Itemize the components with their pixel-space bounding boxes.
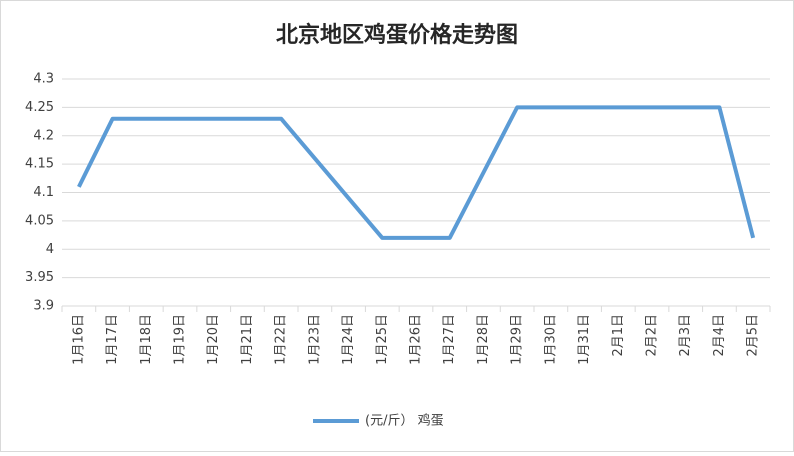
x-tick-label: 1月19日 — [173, 314, 188, 365]
x-tick-label: 1月28日 — [476, 314, 491, 365]
x-tick-label: 1月18日 — [139, 314, 154, 365]
y-tick-label: 3.9 — [33, 299, 54, 314]
y-tick-label: 4.15 — [25, 157, 54, 172]
y-tick-label: 3.95 — [25, 270, 54, 285]
x-tick-label: 1月29日 — [510, 314, 525, 365]
x-tick-label: 1月16日 — [71, 314, 86, 365]
series-line — [77, 105, 756, 240]
x-tick-label: 1月24日 — [341, 314, 356, 365]
x-tick-label: 2月3日 — [678, 314, 693, 357]
y-tick-label: 4.05 — [25, 213, 54, 228]
y-tick-label: 4.1 — [33, 185, 54, 200]
y-tick-label: 4 — [46, 242, 54, 257]
x-tick-label: 1月27日 — [442, 314, 457, 365]
x-tick-label: 1月23日 — [307, 314, 322, 365]
x-tick-label: 1月21日 — [240, 314, 255, 365]
x-tick-label: 2月4日 — [712, 314, 727, 357]
x-tick-label: 2月5日 — [746, 314, 761, 357]
x-tick-label: 2月2日 — [645, 314, 660, 357]
chart-title: 北京地区鸡蛋价格走势图 — [276, 22, 518, 48]
x-tick-label: 1月31日 — [577, 314, 592, 365]
x-tick-label: 1月26日 — [409, 314, 424, 365]
y-tick-label: 4.3 — [33, 72, 54, 87]
x-tick-label: 2月1日 — [611, 314, 626, 357]
x-tick-label: 1月20日 — [206, 314, 221, 365]
legend-label: (元/斤） 鸡蛋 — [365, 413, 444, 429]
y-tick-label: 4.2 — [33, 128, 54, 143]
x-tick-label: 1月30日 — [543, 314, 558, 365]
x-tick-label: 1月22日 — [274, 314, 289, 365]
x-tick-label: 1月25日 — [375, 314, 390, 365]
x-tick-label: 1月17日 — [105, 314, 120, 365]
y-tick-label: 4.25 — [25, 100, 54, 115]
